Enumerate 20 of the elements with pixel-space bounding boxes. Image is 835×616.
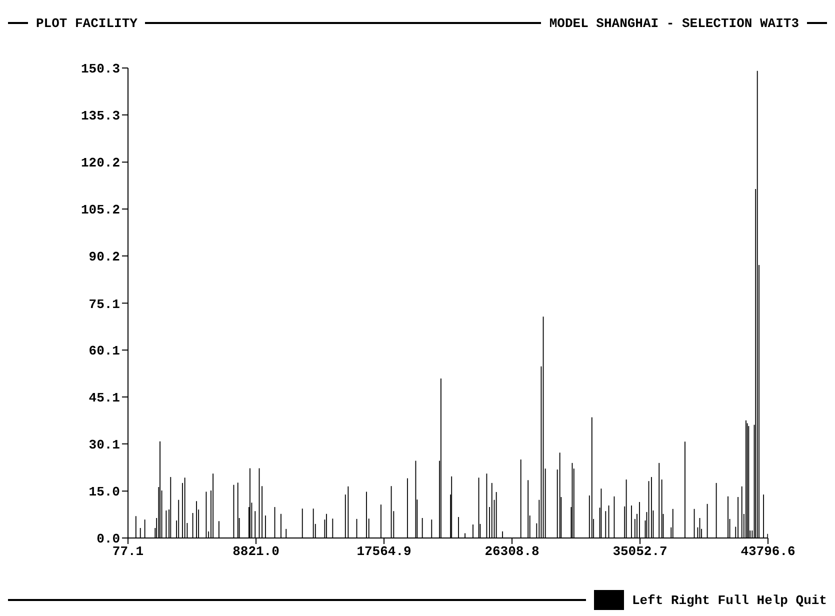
y-tick-label: 105.2 [80,202,120,218]
text: Left Right Full Help Quit [632,592,827,608]
chart-title: PLOT FACILITY [36,16,138,30]
x-tick-label: 43796.6 [740,544,796,560]
y-tick-label: 15.0 [88,484,120,500]
y-tick-label: 150.3 [80,62,120,77]
x-tick-label: 35052.7 [612,544,668,560]
x-tick-label: 17564.9 [356,544,412,560]
x-tick-label: 26308.8 [484,544,540,560]
y-tick-label: 60.1 [88,344,120,359]
chart-subtitle: MODEL SHANGHAI - SELECTION WAIT3 [549,16,799,30]
y-tick-label: 120.2 [80,156,120,171]
y-tick-label: 75.1 [88,296,120,312]
x-tick-label: 8821.0 [232,544,280,560]
x-tick-label: 77.1 [112,544,144,560]
y-tick-label: 45.1 [88,390,120,406]
y-tick-label: 0.0 [96,532,120,547]
y-tick-label: 135.3 [80,108,120,124]
y-tick-label: 90.2 [88,250,120,265]
y-tick-label: 30.1 [88,437,120,452]
